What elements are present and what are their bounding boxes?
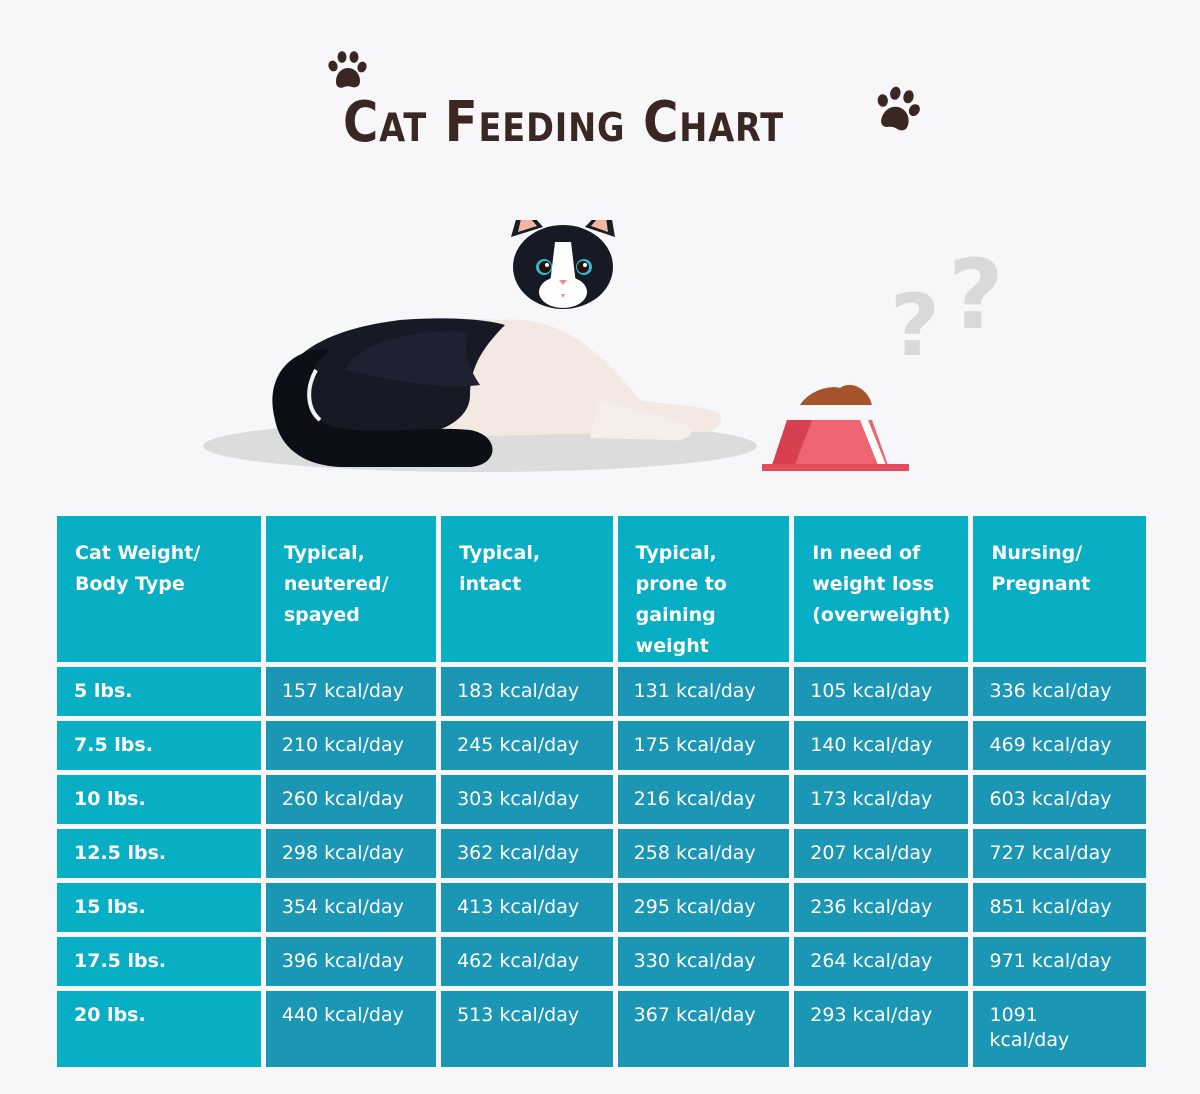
column-header-neutered: Typical, neutered/ spayed [265, 516, 437, 662]
weight-cell: 17.5 lbs. [57, 937, 261, 986]
weight-cell: 15 lbs. [57, 883, 261, 932]
value-cell: 603 kcal/day [973, 775, 1146, 824]
table-header-row: Cat Weight/ Body Type Typical, neutered/… [57, 516, 1146, 662]
value-cell: 131 kcal/day [617, 667, 790, 716]
value-cell: 462 kcal/day [441, 937, 613, 986]
table-row: 10 lbs. 260 kcal/day 303 kcal/day 216 kc… [57, 775, 1146, 824]
table-row: 7.5 lbs. 210 kcal/day 245 kcal/day 175 k… [57, 721, 1146, 770]
paw-print-icon [328, 51, 367, 88]
food-bowl-icon [762, 384, 909, 471]
value-cell: 207 kcal/day [794, 829, 969, 878]
value-cell: 727 kcal/day [973, 829, 1146, 878]
table-row: 15 lbs. 354 kcal/day 413 kcal/day 295 kc… [57, 883, 1146, 932]
value-cell: 303 kcal/day [441, 775, 613, 824]
value-cell: 183 kcal/day [441, 667, 613, 716]
weight-cell: 10 lbs. [57, 775, 261, 824]
value-cell: 157 kcal/day [265, 667, 437, 716]
value-cell: 173 kcal/day [794, 775, 969, 824]
svg-text:?: ? [890, 276, 940, 376]
value-cell: 513 kcal/day [441, 991, 613, 1067]
value-cell: 105 kcal/day [794, 667, 969, 716]
value-cell: 295 kcal/day [617, 883, 790, 932]
value-cell: 413 kcal/day [441, 883, 613, 932]
value-cell: 1091 kcal/day [973, 991, 1146, 1067]
feeding-table: Cat Weight/ Body Type Typical, neutered/… [52, 511, 1151, 1072]
value-cell: 330 kcal/day [617, 937, 790, 986]
value-cell: 140 kcal/day [794, 721, 969, 770]
value-cell: 298 kcal/day [265, 829, 437, 878]
column-header-weight: Cat Weight/ Body Type [57, 516, 261, 662]
value-cell: 469 kcal/day [973, 721, 1146, 770]
table-row: 12.5 lbs. 298 kcal/day 362 kcal/day 258 … [57, 829, 1146, 878]
table-row: 20 lbs. 440 kcal/day 513 kcal/day 367 kc… [57, 991, 1146, 1067]
value-text: 1091 kcal/day [989, 1004, 1070, 1051]
column-header-nursing: Nursing/ Pregnant [973, 516, 1146, 662]
value-cell: 216 kcal/day [617, 775, 790, 824]
value-cell: 175 kcal/day [617, 721, 790, 770]
weight-cell: 20 lbs. [57, 991, 261, 1067]
value-cell: 367 kcal/day [617, 991, 790, 1067]
value-cell: 264 kcal/day [794, 937, 969, 986]
value-cell: 258 kcal/day [617, 829, 790, 878]
value-cell: 971 kcal/day [973, 937, 1146, 986]
value-cell: 336 kcal/day [973, 667, 1146, 716]
table-row: 5 lbs. 157 kcal/day 183 kcal/day 131 kca… [57, 667, 1146, 716]
paw-print-icon [877, 86, 920, 131]
value-cell: 293 kcal/day [794, 991, 969, 1067]
value-cell: 851 kcal/day [973, 883, 1146, 932]
title-area: Cat Feeding Chart [0, 51, 1200, 170]
cat-illustration: ? ? [203, 220, 1004, 472]
weight-cell: 7.5 lbs. [57, 721, 261, 770]
value-cell: 236 kcal/day [794, 883, 969, 932]
weight-cell: 12.5 lbs. [57, 829, 261, 878]
weight-cell: 5 lbs. [57, 667, 261, 716]
value-cell: 260 kcal/day [265, 775, 437, 824]
column-header-prone-gain: Typical, prone to gaining weight [617, 516, 790, 662]
svg-text:?: ? [948, 239, 1004, 351]
table-row: 17.5 lbs. 396 kcal/day 462 kcal/day 330 … [57, 937, 1146, 986]
column-header-intact: Typical, intact [441, 516, 613, 662]
page-title: Cat Feeding Chart [343, 90, 784, 155]
value-cell: 210 kcal/day [265, 721, 437, 770]
value-cell: 396 kcal/day [265, 937, 437, 986]
value-cell: 245 kcal/day [441, 721, 613, 770]
value-cell: 362 kcal/day [441, 829, 613, 878]
question-mark-icon: ? ? [890, 239, 1004, 376]
column-header-weight-loss: In need of weight loss (overweight) [794, 516, 969, 662]
value-cell: 440 kcal/day [265, 991, 437, 1067]
value-cell: 354 kcal/day [265, 883, 437, 932]
